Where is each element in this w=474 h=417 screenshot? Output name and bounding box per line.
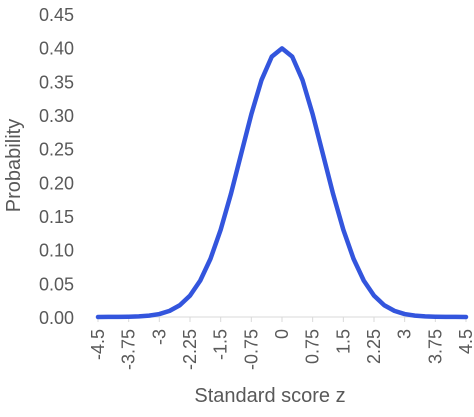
x-tick-label: 3.75	[425, 329, 445, 364]
x-axis-tick-marks	[97, 317, 467, 322]
x-tick-label: 3	[395, 329, 415, 339]
x-tick-label: 2.25	[364, 329, 384, 364]
x-tick-label: -2.25	[180, 329, 200, 370]
y-tick-label: 0.15	[39, 207, 74, 227]
x-axis-ticks: -4.5 -3.75 -3 -2.25 -1.5 -0.75 0 0.75 1.5 2.25 3 3.…	[88, 329, 474, 370]
x-tick-label: -1.5	[211, 329, 231, 360]
y-tick-label: 0.25	[39, 140, 74, 160]
x-tick-label: -3.75	[119, 329, 139, 370]
y-axis-label: Probability	[3, 119, 25, 212]
x-tick-label: 0.75	[303, 329, 323, 364]
y-tick-label: 0.40	[39, 39, 74, 59]
x-tick-label: -0.75	[241, 329, 261, 370]
y-axis-ticks: 0.00 0.05 0.10 0.15 0.20 0.25 0.30 0.35 0.40 0.45	[39, 5, 74, 328]
x-tick-label: 4.5	[456, 329, 474, 354]
x-axis-label: Standard score z	[194, 385, 345, 407]
x-tick-label: 1.5	[333, 329, 353, 354]
y-tick-label: 0.20	[39, 173, 74, 193]
y-tick-label: 0.05	[39, 274, 74, 294]
x-tick-label: -4.5	[88, 329, 108, 360]
x-tick-label: 0	[272, 329, 292, 339]
y-tick-label: 0.45	[39, 5, 74, 25]
y-tick-label: 0.10	[39, 241, 74, 261]
y-tick-label: 0.30	[39, 106, 74, 126]
y-tick-label: 0.00	[39, 308, 74, 328]
series-line	[95, 46, 469, 320]
y-tick-label: 0.35	[39, 72, 74, 92]
x-tick-label: -3	[149, 329, 169, 345]
